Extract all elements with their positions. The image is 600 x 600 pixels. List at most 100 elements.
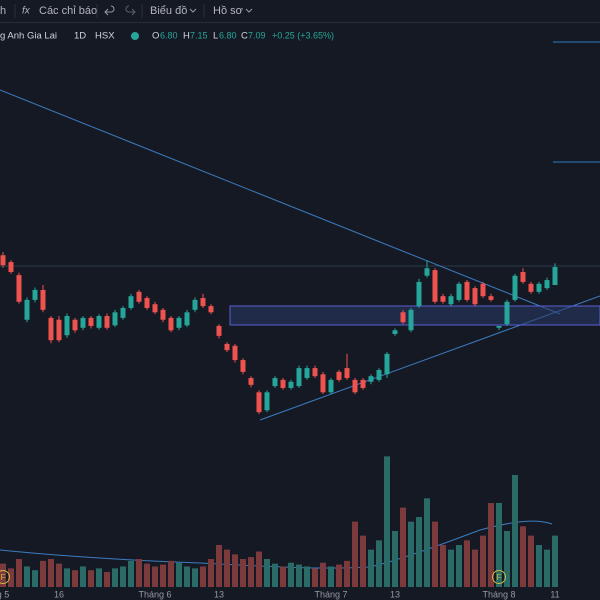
volume-bar bbox=[368, 549, 374, 587]
volume-bar bbox=[400, 507, 406, 587]
volume-bar bbox=[112, 568, 118, 587]
candle-body bbox=[152, 304, 158, 313]
volume-bar bbox=[24, 566, 30, 587]
candle-body bbox=[120, 307, 126, 318]
open-value: 6.80 bbox=[160, 30, 178, 40]
candle-body bbox=[448, 296, 454, 305]
candle-body bbox=[344, 368, 350, 379]
candle-body bbox=[440, 296, 446, 302]
candle-body bbox=[480, 283, 486, 297]
dropdown-caret bbox=[189, 8, 197, 13]
volume-bar bbox=[248, 557, 254, 587]
volume-bar bbox=[496, 503, 502, 587]
volume-bar bbox=[176, 562, 182, 587]
candle-body bbox=[224, 343, 230, 351]
volume-bar bbox=[120, 566, 126, 587]
candle-body bbox=[112, 312, 118, 326]
profile-button[interactable]: Hồ sơ bbox=[213, 5, 243, 17]
event-marker bbox=[0, 570, 10, 584]
indicators-button[interactable]: Các chỉ báo bbox=[39, 5, 97, 17]
candle-body bbox=[432, 270, 438, 302]
volume-bar bbox=[432, 521, 438, 587]
volume-bar bbox=[272, 563, 278, 587]
candle-body bbox=[232, 345, 238, 361]
event-marker-label: F bbox=[497, 573, 502, 582]
volume-bar bbox=[224, 549, 230, 587]
candle-body bbox=[352, 379, 358, 393]
candle-body bbox=[72, 319, 78, 331]
volume-bar bbox=[56, 563, 62, 587]
candle-body bbox=[536, 283, 542, 292]
candle-body bbox=[208, 306, 214, 313]
volume-bar bbox=[392, 531, 398, 587]
candle-body bbox=[336, 371, 342, 380]
candle-body bbox=[328, 379, 334, 393]
volume-bar bbox=[152, 566, 158, 587]
candle-body bbox=[456, 283, 462, 300]
candle-body bbox=[216, 325, 222, 336]
volume-bar bbox=[80, 566, 86, 587]
candle-body bbox=[88, 317, 94, 326]
candle-body bbox=[512, 275, 518, 300]
volume-bar bbox=[8, 568, 14, 587]
volume-bar bbox=[0, 563, 6, 587]
candle-body bbox=[8, 262, 14, 272]
volume-bar bbox=[480, 535, 486, 587]
volume-bar bbox=[144, 563, 150, 587]
toolbar bbox=[0, 0, 600, 22]
volume-bar bbox=[240, 559, 246, 587]
volume-bar bbox=[64, 568, 70, 587]
candle-body bbox=[472, 288, 478, 305]
candle-body bbox=[192, 299, 198, 310]
volume-bar bbox=[264, 559, 270, 587]
candle-body bbox=[552, 267, 558, 286]
volume-bar bbox=[536, 545, 542, 587]
high-label: H bbox=[183, 31, 190, 42]
undo-button[interactable] bbox=[104, 5, 115, 16]
candle-body bbox=[320, 374, 326, 393]
candle-body bbox=[400, 312, 406, 323]
candle-body bbox=[488, 296, 494, 300]
chart-type-button[interactable]: Biểu đồ bbox=[150, 5, 187, 17]
volume-bar bbox=[384, 456, 390, 587]
candle-body bbox=[528, 283, 534, 292]
volume-bar bbox=[488, 503, 494, 587]
event-marker bbox=[492, 570, 506, 584]
volume-bar bbox=[256, 551, 262, 587]
volume-bar bbox=[328, 566, 334, 587]
redo-button[interactable] bbox=[125, 5, 136, 16]
volume-bar bbox=[16, 559, 22, 587]
candle-body bbox=[24, 299, 30, 320]
volume-bar bbox=[360, 535, 366, 587]
volume-bar bbox=[72, 570, 78, 587]
interval-button[interactable]: h bbox=[0, 5, 6, 17]
candle-body bbox=[160, 309, 166, 320]
volume-bar bbox=[232, 554, 238, 587]
volume-bar bbox=[376, 540, 382, 587]
volume-bar bbox=[136, 559, 142, 587]
x-tick-label: Tháng 8 bbox=[482, 589, 515, 599]
volume-bar bbox=[440, 545, 446, 587]
candle-body bbox=[136, 291, 142, 302]
candle-body bbox=[168, 317, 174, 331]
candle-body bbox=[312, 368, 318, 377]
volume-bar bbox=[528, 535, 534, 587]
candle-body bbox=[48, 317, 54, 341]
volume-bar bbox=[40, 560, 46, 587]
candle-body bbox=[296, 368, 302, 387]
candle-body bbox=[32, 289, 38, 300]
candle-body bbox=[272, 378, 278, 387]
low-label: L bbox=[213, 31, 218, 42]
volume-bar bbox=[512, 475, 518, 587]
event-marker-label: F bbox=[1, 573, 6, 582]
candle-body bbox=[384, 353, 390, 375]
candle-body bbox=[80, 317, 86, 328]
candle-body bbox=[496, 325, 502, 328]
candle-body bbox=[96, 316, 102, 328]
candle-body bbox=[184, 312, 190, 326]
volume-bar bbox=[160, 564, 166, 587]
volume-bar bbox=[464, 540, 470, 587]
low-value: 6.80 bbox=[219, 30, 237, 40]
